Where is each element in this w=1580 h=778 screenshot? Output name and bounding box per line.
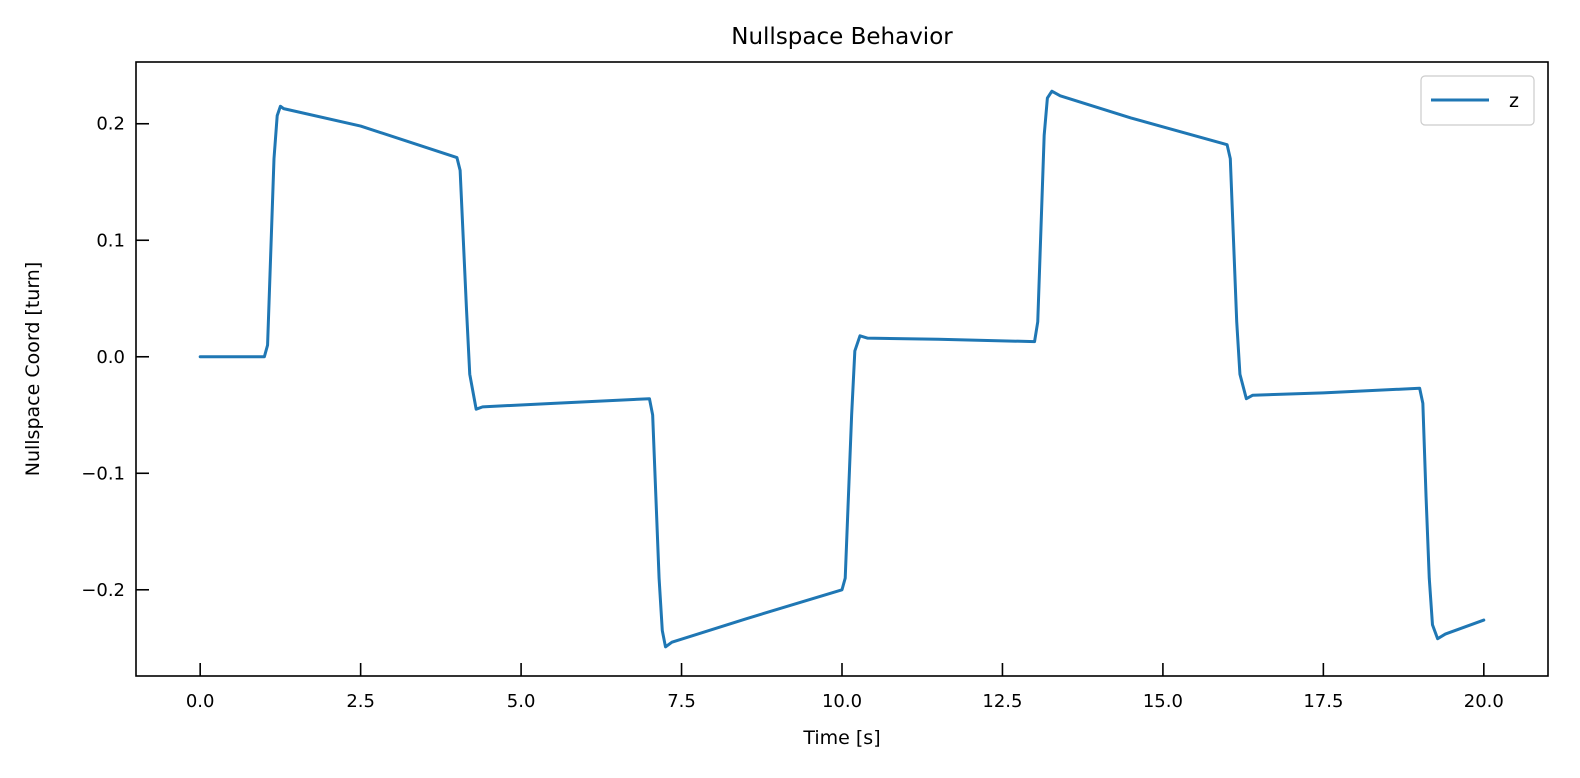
y-tick-label: −0.2 [81, 580, 125, 601]
y-axis-label: Nullspace Coord [turn] [22, 262, 44, 477]
x-tick-label: 15.0 [1143, 691, 1183, 712]
x-tick-label: 10.0 [822, 691, 862, 712]
x-tick-label: 12.5 [982, 691, 1022, 712]
chart-title: Nullspace Behavior [731, 24, 953, 50]
x-tick-label: 17.5 [1303, 691, 1343, 712]
x-tick-label: 2.5 [346, 691, 375, 712]
x-tick-label: 0.0 [186, 691, 215, 712]
y-tick-label: −0.1 [81, 463, 125, 484]
y-tick-label: 0.2 [96, 114, 125, 135]
y-tick-label: 0.0 [96, 347, 125, 368]
axes-frame [135, 61, 1549, 677]
x-ticks: 0.0 2.5 5.0 7.5 10.0 12.5 15.0 17.5 20.0 [186, 663, 1504, 712]
y-tick-label: 0.1 [96, 230, 125, 251]
y-ticks: −0.2 −0.1 0.0 0.1 0.2 [81, 114, 149, 601]
series-layer [198, 89, 1486, 649]
x-tick-label: 20.0 [1464, 691, 1504, 712]
x-tick-label: 7.5 [667, 691, 696, 712]
x-axis-label: Time [s] [802, 727, 880, 749]
x-tick-label: 5.0 [507, 691, 536, 712]
legend: z [1420, 75, 1535, 126]
legend-label-z: z [1509, 90, 1519, 112]
series-line-z [198, 89, 1486, 649]
